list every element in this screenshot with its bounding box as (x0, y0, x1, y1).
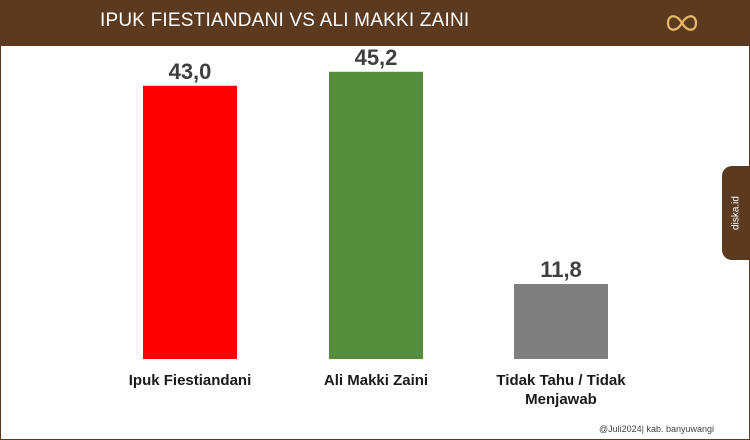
brand-logo-icon (666, 15, 698, 31)
category-label-1-0: Ali Makki Zaini (324, 372, 428, 389)
value-label-0: 43,0 (169, 59, 212, 84)
category-label-2-0: Tidak Tahu / Tidak (496, 372, 626, 389)
bar-1 (329, 71, 423, 360)
category-label-0-0: Ipuk Fiestiandani (129, 372, 252, 389)
bar-chart: 43,0 Ipuk Fiestiandani 45,2 Ali Makki Zaini… (129, 46, 627, 408)
value-label-2: 11,8 (540, 257, 582, 282)
side-tab: diska.id (722, 166, 750, 260)
bar-0 (143, 85, 237, 360)
footer-credit: @Juli2024| kab. banyuwangi (598, 424, 714, 434)
header-bar: IPUK FIESTIANDANI VS ALI MAKKI ZAINI (0, 0, 750, 46)
category-label-2-1: Menjawab (525, 391, 597, 408)
chart-title: IPUK FIESTIANDANI VS ALI MAKKI ZAINI (100, 10, 470, 31)
bar-2 (514, 284, 608, 359)
value-label-1: 45,2 (355, 46, 398, 70)
